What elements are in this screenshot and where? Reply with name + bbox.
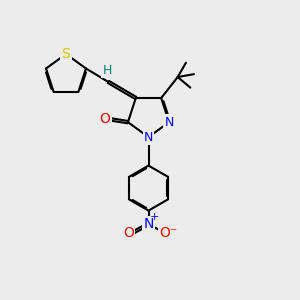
Text: N: N <box>143 217 154 231</box>
Text: +: + <box>150 212 159 222</box>
Text: N: N <box>164 116 174 129</box>
Text: O: O <box>99 112 110 126</box>
Text: N: N <box>144 130 153 144</box>
Text: S: S <box>61 47 70 61</box>
Text: O⁻: O⁻ <box>160 226 178 240</box>
Text: H: H <box>102 64 112 77</box>
Text: O: O <box>123 226 134 240</box>
